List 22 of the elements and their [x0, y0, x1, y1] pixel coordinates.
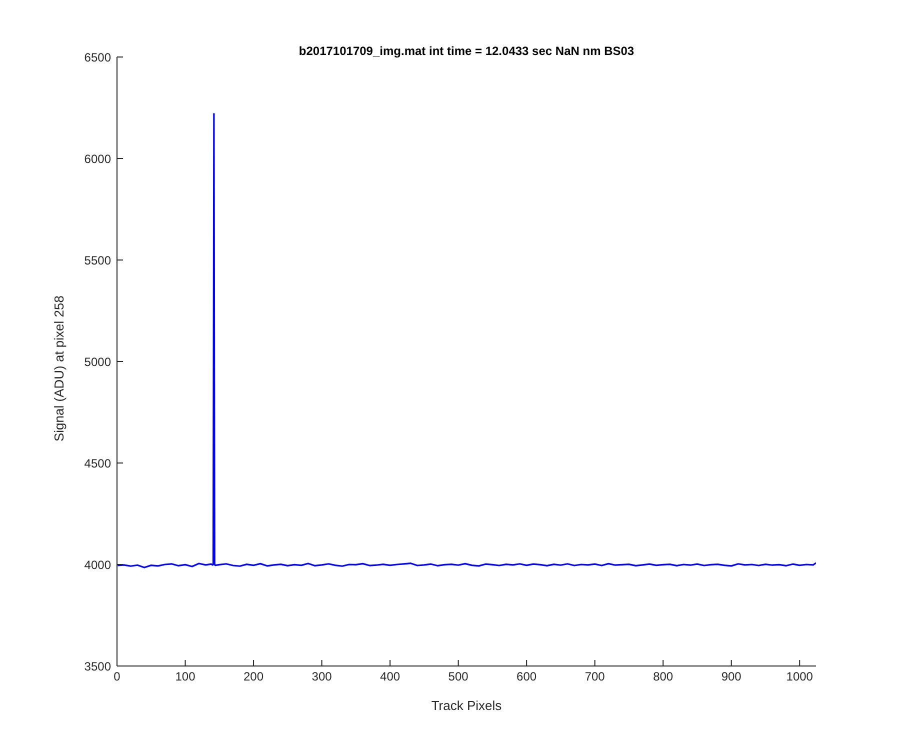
y-tick-label: 5500: [84, 253, 112, 268]
y-axis-title: Signal (ADU) at pixel 258: [52, 296, 67, 442]
x-tick-label: 700: [584, 670, 606, 684]
y-tick-label: 4000: [84, 558, 112, 572]
y-tick-label: 4500: [84, 456, 112, 470]
x-tick-label: 900: [721, 670, 742, 684]
x-axis-title: Track Pixels: [431, 698, 502, 713]
y-tick-label: 5000: [84, 354, 112, 369]
x-tick-label: 400: [380, 670, 400, 684]
x-tick-label: 500: [448, 670, 469, 684]
chart-title: b2017101709_img.mat int time = 12.0433 sec NaN nm BS03: [298, 44, 636, 58]
line-series: [117, 113, 816, 568]
y-tick-label: 6500: [84, 50, 112, 64]
y-tick-label: 3500: [84, 659, 112, 674]
x-tick-label: 800: [653, 670, 674, 684]
x-tick-label: 300: [312, 670, 332, 684]
x-tick-label: 1000: [786, 670, 814, 684]
x-tick-label: 100: [175, 670, 196, 684]
x-tick-label: 600: [516, 670, 537, 684]
x-tick-label: 200: [244, 670, 264, 684]
x-tick-label: 0: [114, 670, 121, 684]
y-tick-label: 6000: [84, 152, 112, 166]
